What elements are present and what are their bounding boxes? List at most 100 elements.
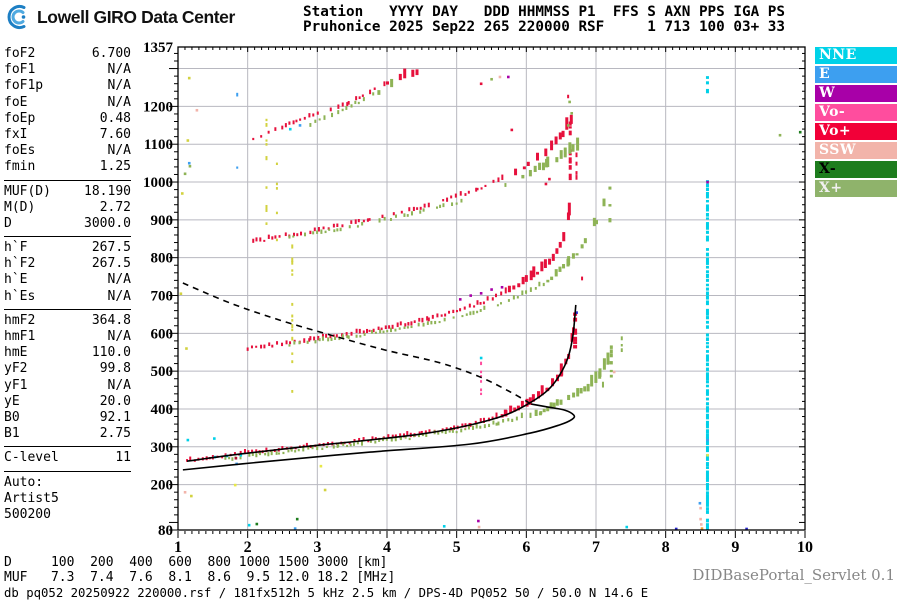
echo-column — [705, 474, 709, 479]
echo-trace-mark — [467, 425, 470, 430]
echo-trace-mark — [528, 169, 532, 177]
servlet-version-label: DIDBasePortal_Servlet 0.1 — [692, 566, 895, 584]
echo-column — [705, 406, 709, 411]
echo-column — [705, 283, 709, 287]
echo-trace-mark — [284, 123, 287, 128]
echo-column — [705, 518, 709, 523]
echo-column — [705, 208, 709, 212]
echo-trace-mark — [513, 407, 517, 412]
echo-trace-mark — [267, 452, 270, 457]
param-label: foEp — [4, 110, 36, 126]
echo-trace-mark — [383, 216, 386, 221]
echo-trace-mark — [368, 329, 371, 332]
echo-trace-mark — [554, 136, 558, 145]
param-value: N/A — [107, 329, 131, 344]
echo-trace-mark — [309, 123, 312, 127]
muf-transmission-curve — [182, 282, 532, 405]
noise-dot — [247, 523, 251, 527]
echo-column — [705, 357, 709, 362]
echo-trace-mark — [308, 338, 311, 342]
echo-trace-mark — [476, 187, 479, 191]
echo-trace-mark — [399, 435, 402, 441]
echo-trace-mark — [511, 418, 514, 423]
param-row: hmF2 364.8 — [4, 313, 131, 329]
echo-trace-mark — [361, 94, 364, 97]
echo-column — [291, 314, 294, 318]
echo-trace-mark — [408, 437, 411, 441]
echo-trace-mark — [460, 428, 463, 433]
echo-trace-mark — [534, 286, 537, 290]
echo-column — [573, 328, 578, 334]
echo-column — [568, 177, 572, 181]
echo-trace-mark — [252, 137, 255, 141]
echo-column — [608, 204, 612, 207]
echo-trace-mark — [373, 87, 376, 90]
noise-dot — [698, 501, 702, 505]
param-value: N/A — [107, 272, 131, 288]
echo-trace-mark — [548, 258, 552, 265]
echo-trace-mark — [450, 195, 453, 199]
noise-dot — [706, 438, 709, 442]
echo-trace-mark — [404, 323, 407, 327]
echo-column — [568, 165, 572, 170]
echo-trace-mark — [367, 440, 370, 443]
param-value: 364.8 — [91, 312, 131, 328]
echo-column — [480, 380, 483, 383]
echo-trace-mark — [384, 325, 387, 330]
echo-column — [705, 212, 709, 217]
legend-item-nne: NNE — [815, 47, 897, 64]
echo-trace-mark — [427, 202, 430, 208]
echo-column — [705, 187, 709, 192]
echo-trace-mark — [479, 301, 482, 305]
echo-trace-mark — [550, 276, 554, 281]
echo-column — [573, 336, 578, 342]
echo-column — [705, 235, 709, 241]
echo-trace-mark — [443, 317, 446, 322]
echo-trace-mark — [372, 92, 375, 96]
echo-trace-mark — [531, 394, 535, 402]
echo-column — [705, 510, 709, 514]
param-row: foEp 0.48 — [4, 111, 131, 127]
echo-trace-mark — [562, 232, 566, 242]
noise-dot — [188, 164, 192, 168]
echo-column — [568, 126, 572, 129]
param-label: yF1 — [4, 377, 28, 393]
x-tick-label: 2 — [244, 539, 252, 556]
y-tick-label: 600 — [151, 326, 174, 342]
echo-trace-mark — [550, 140, 554, 151]
echo-trace-mark — [325, 445, 328, 449]
echo-trace-mark — [448, 430, 451, 433]
echo-column — [275, 211, 278, 215]
x-tick-label: 5 — [453, 539, 461, 556]
echo-trace-mark — [288, 235, 291, 239]
echo-trace-mark — [270, 451, 273, 456]
echo-trace-mark — [417, 322, 420, 327]
autoscaling-info-line: Auto: — [4, 474, 44, 490]
param-value: 18.190 — [84, 183, 131, 199]
param-label: D — [4, 215, 12, 231]
echo-trace-mark — [271, 236, 274, 240]
echo-trace-mark — [532, 266, 536, 278]
echo-column — [265, 143, 268, 146]
echo-trace-mark — [368, 218, 371, 221]
echo-column — [705, 362, 709, 367]
echo-trace-mark — [278, 452, 281, 455]
param-row: h`Es N/A — [4, 289, 131, 305]
echo-trace-mark — [492, 420, 495, 425]
param-separator — [4, 308, 131, 310]
echo-trace-mark — [507, 285, 511, 293]
echo-column — [705, 195, 709, 199]
echo-trace-mark — [292, 235, 295, 238]
echo-trace-mark — [271, 344, 274, 348]
echo-trace-mark — [304, 232, 307, 237]
echo-column — [705, 265, 709, 269]
echo-trace-mark — [479, 418, 482, 422]
echo-trace-mark — [579, 387, 583, 394]
echo-trace-mark — [189, 456, 192, 461]
param-row: hmE 110.0 — [4, 345, 131, 361]
echo-column — [705, 526, 709, 530]
legend-item-vo+: Vo+ — [815, 123, 897, 140]
echo-column — [705, 367, 709, 372]
echo-trace-mark — [423, 203, 426, 208]
echo-trace-mark — [539, 411, 543, 415]
